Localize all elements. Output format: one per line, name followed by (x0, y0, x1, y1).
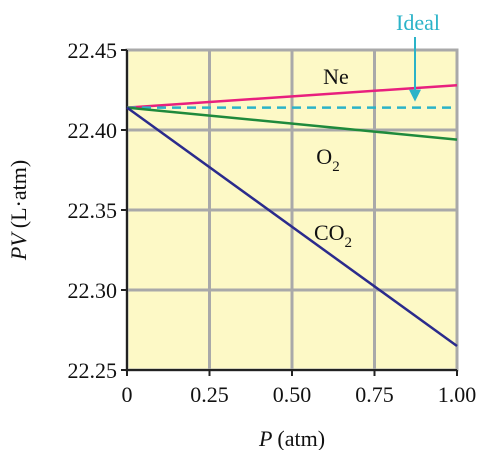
x-tick-label: 0.25 (190, 382, 229, 407)
series-line-co2 (126, 106, 458, 348)
series-line-ne (126, 83, 458, 109)
y-tick-label: 22.35 (68, 198, 118, 223)
series-lines (126, 83, 458, 348)
series-label-ideal: Ideal (396, 10, 440, 35)
y-tick-label: 22.25 (68, 358, 118, 383)
series-label-co2: CO2 (314, 220, 352, 251)
x-tick-label: 0.50 (273, 382, 312, 407)
y-axis-label: PV(L·atm) (6, 160, 31, 261)
series-label-o2: O2 (316, 144, 339, 175)
axes (121, 48, 459, 376)
tick-labels: 22.25 22.30 22.35 22.40 22.45 0 0.25 0.50 0.75 1.… (68, 38, 477, 407)
series-labels: Ne Ideal O2 CO2 (314, 10, 440, 251)
x-tick-label: 0.75 (355, 382, 394, 407)
grid (127, 50, 457, 370)
x-axis-label: P (atm) (258, 426, 325, 450)
series-label-ne: Ne (323, 64, 349, 89)
y-tick-label: 22.45 (68, 38, 118, 63)
x-tick-label: 1.00 (438, 382, 477, 407)
ideal-arrow-head (409, 89, 421, 102)
y-tick-label: 22.40 (68, 118, 118, 143)
y-tick-label: 22.30 (68, 278, 118, 303)
x-tick-label: 0 (122, 382, 133, 407)
series-line-o2 (126, 106, 458, 141)
